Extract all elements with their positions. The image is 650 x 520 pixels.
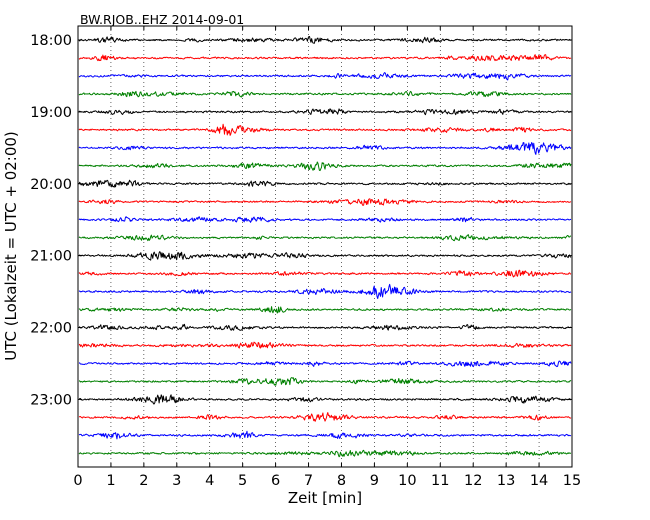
trace-line-1800 [78, 35, 572, 44]
trace-group [78, 35, 572, 458]
x-tick-label: 15 [563, 473, 581, 489]
trace-line-2230 [78, 360, 572, 368]
plot-frame [77, 25, 573, 468]
x-axis-label: Zeit [min] [288, 489, 362, 507]
trace-line-2300 [78, 394, 572, 405]
axis-ticks: 0 1 2 3 4 5 6 7 8 9 10 11 12 13 14 1518:0019:0020:0021:… [30, 26, 581, 489]
y-axis-label: UTC (Lokalzeit = UTC + 02:00) [2, 131, 20, 361]
x-tick-label: 4 [205, 473, 214, 489]
trace-line-2315 [78, 412, 572, 422]
trace-line-2345 [78, 449, 572, 458]
trace-line-1830 [78, 72, 572, 81]
trace-line-2330 [78, 430, 572, 440]
x-tick-label: 5 [238, 473, 247, 489]
x-tick-label: 7 [304, 473, 313, 489]
y-tick-label: 20:00 [30, 177, 72, 193]
chart-title: BW.RJOB..EHZ 2014-09-01 [80, 12, 244, 27]
x-tick-label: 0 [73, 473, 82, 489]
x-tick-label: 12 [464, 473, 482, 489]
trace-line-1815 [78, 54, 572, 62]
trace-line-2130 [78, 283, 572, 299]
y-tick-label: 22:00 [30, 321, 72, 337]
x-tick-label: 13 [497, 473, 515, 489]
trace-line-1900 [78, 108, 572, 116]
x-tick-label: 8 [337, 473, 346, 489]
y-tick-label: 21:00 [30, 249, 72, 265]
trace-line-2100 [78, 251, 572, 261]
trace-line-1845 [78, 90, 572, 98]
trace-line-2145 [78, 306, 572, 314]
x-tick-label: 11 [431, 473, 449, 489]
trace-line-1945 [78, 161, 572, 172]
trace-line-1915 [78, 123, 572, 136]
x-tick-label: 3 [172, 473, 181, 489]
trace-line-2015 [78, 198, 572, 206]
trace-line-1930 [78, 142, 572, 155]
trace-line-2045 [78, 234, 572, 242]
x-tick-label: 1 [106, 473, 115, 489]
trace-line-2000 [78, 179, 572, 188]
trace-line-2200 [78, 323, 572, 331]
trace-line-2030 [78, 216, 572, 223]
trace-line-2245 [78, 377, 572, 386]
trace-line-2215 [78, 341, 572, 349]
y-tick-label: 19:00 [30, 105, 72, 121]
x-tick-label: 9 [370, 473, 379, 489]
trace-line-2115 [78, 269, 572, 278]
x-tick-label: 14 [530, 473, 548, 489]
x-tick-label: 10 [398, 473, 416, 489]
y-tick-label: 18:00 [30, 33, 72, 49]
y-tick-label: 23:00 [30, 392, 72, 408]
x-tick-label: 2 [139, 473, 148, 489]
grid-lines [110, 26, 540, 467]
x-tick-label: 6 [271, 473, 280, 489]
